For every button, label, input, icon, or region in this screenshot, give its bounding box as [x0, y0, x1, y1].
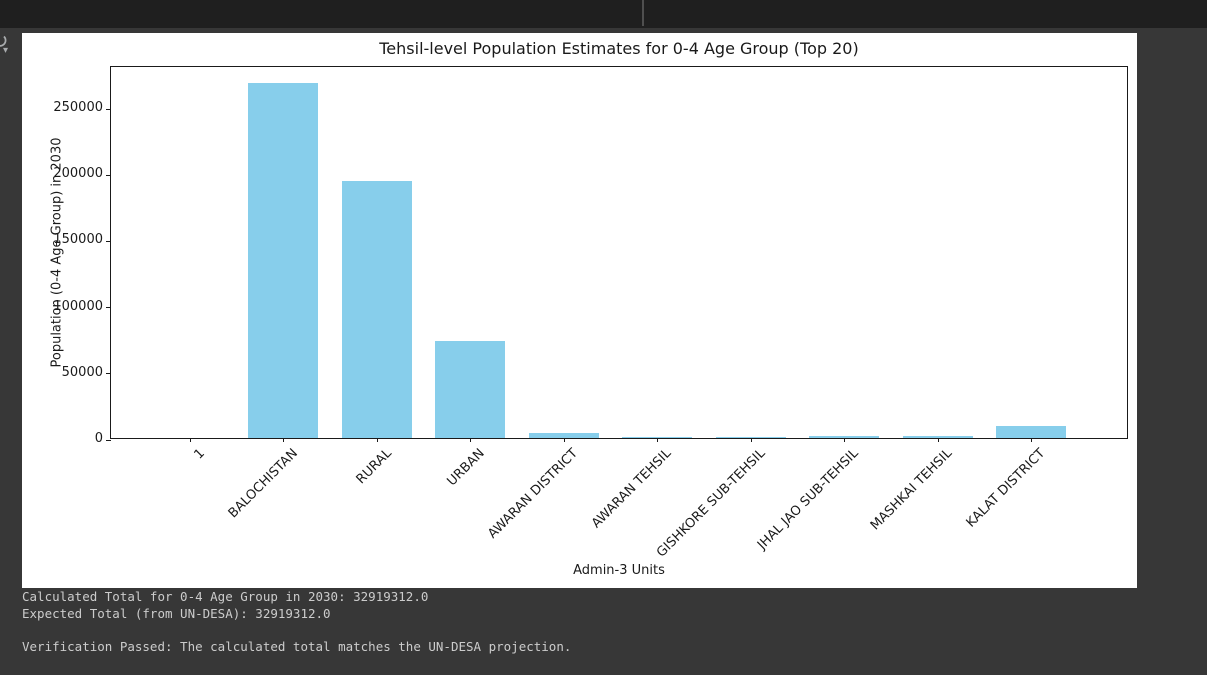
y-tick-mark: [106, 108, 111, 110]
y-tick-label: 50000: [61, 364, 103, 380]
y-tick-mark: [106, 373, 111, 375]
y-tick-label: 250000: [53, 100, 103, 116]
bar-urban: [435, 340, 506, 438]
bar-rural: [341, 181, 412, 438]
bar-kalat-district: [995, 425, 1066, 438]
window-top-bar: [0, 0, 1207, 28]
console-line: Verification Passed: The calculated tota…: [22, 638, 572, 654]
y-tick-label: 0: [94, 431, 103, 446]
x-tick-mark: [376, 438, 378, 442]
x-tick-label: AWARAN TEHSIL: [589, 446, 675, 532]
x-tick-label: URBAN: [444, 446, 488, 490]
console-line: Expected Total (from UN-DESA): 32919312.…: [22, 605, 331, 621]
bar-balochistan: [248, 83, 319, 438]
x-tick-label: AWARAN DISTRICT: [485, 446, 582, 542]
y-tick-mark: [106, 240, 111, 242]
y-tick-label: 200000: [53, 166, 103, 182]
x-tick-label: MASHKAI TEHSIL: [867, 446, 956, 534]
top-bar-divider: [642, 0, 644, 26]
chevron-down-icon: ▾: [3, 45, 9, 56]
chart-figure: Tehsil-level Population Estimates for 0-…: [22, 33, 1137, 588]
x-tick-mark: [937, 438, 939, 442]
x-tick-mark: [750, 438, 752, 442]
bar-gishkore-sub-tehsil: [715, 436, 786, 438]
console-line: [22, 622, 1182, 639]
x-tick-mark: [1030, 438, 1032, 442]
chart-title: Tehsil-level Population Estimates for 0-…: [379, 39, 859, 58]
x-tick-mark: [470, 438, 472, 442]
x-tick-label: BALOCHISTAN: [225, 446, 302, 522]
y-tick-mark: [106, 439, 111, 441]
refresh-icon: ↻: [0, 31, 9, 52]
x-tick-mark: [190, 438, 191, 442]
plot-area: [106, 66, 1128, 442]
bar-mashkai-tehsil: [902, 436, 973, 438]
console-output: Calculated Total for 0-4 Age Group in 20…: [22, 589, 1182, 655]
x-tick-mark: [283, 438, 285, 442]
x-tick-label: JHAL JAO SUB-TEHSIL: [754, 446, 862, 553]
x-tick-label: KALAT DISTRICT: [963, 446, 1049, 531]
x-axis-label: Admin-3 Units: [573, 563, 665, 578]
x-tick-mark: [657, 438, 659, 442]
x-tick-label: 1: [191, 446, 208, 463]
x-tick-label: RURAL: [353, 446, 395, 488]
y-axis-label: Population (0-4 Age Group) in 2030: [49, 137, 65, 368]
y-tick-mark: [106, 174, 111, 176]
refresh-dropdown-icon[interactable]: ↻ ▾: [0, 31, 15, 59]
x-tick-mark: [844, 438, 846, 442]
console-line: Calculated Total for 0-4 Age Group in 20…: [22, 589, 429, 604]
bar-jhal-jao-sub-tehsil: [809, 436, 880, 438]
x-tick-label: GISHKORE SUB-TEHSIL: [653, 446, 769, 561]
y-tick-mark: [106, 307, 111, 309]
x-tick-mark: [563, 438, 565, 442]
bar-awaran-tehsil: [622, 436, 693, 438]
y-tick-label: 100000: [53, 298, 103, 314]
bar-awaran-district: [528, 432, 599, 438]
y-tick-label: 150000: [53, 232, 103, 248]
